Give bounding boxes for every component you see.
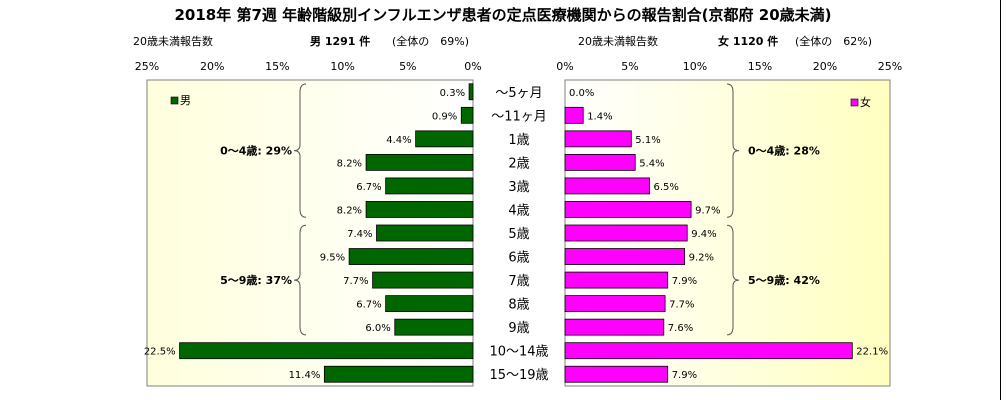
male-axis-tick-label: 25% — [135, 60, 159, 73]
male-bar — [394, 318, 474, 336]
female-value-label: 9.2% — [689, 253, 714, 264]
female-axis-tick-label: 15% — [748, 60, 772, 73]
female-count: 女 1120 件 — [718, 35, 779, 48]
female-value-label: 7.6% — [668, 323, 693, 334]
category-label: 7歳 — [508, 274, 529, 289]
female-group-label: 5〜9歳: 42% — [748, 273, 820, 287]
male-bar — [348, 248, 474, 265]
category-label: 1歳 — [508, 133, 529, 148]
male-value-label: 7.7% — [343, 276, 368, 287]
male-legend-swatch — [170, 96, 179, 105]
category-label: 3歳 — [508, 180, 529, 195]
female-legend-swatch — [850, 98, 859, 107]
male-axis-tick-label: 10% — [330, 60, 354, 73]
male-axis-tick-label: 15% — [265, 60, 289, 73]
male-value-label: 7.4% — [347, 229, 372, 240]
male-bar — [365, 153, 474, 171]
frame-border — [1000, 0, 1001, 400]
male-axis-tick-label: 20% — [200, 60, 224, 73]
female-value-label: 6.5% — [654, 182, 679, 193]
male-value-label: 0.3% — [440, 88, 465, 99]
male-value-label: 6.0% — [365, 323, 390, 334]
male-caption: 20歳未満報告数 — [133, 35, 213, 48]
male-value-label: 11.4% — [289, 370, 321, 381]
female-bar — [564, 295, 666, 313]
male-group-bracket — [293, 83, 307, 218]
male-bar — [385, 177, 474, 195]
female-bar — [564, 271, 669, 289]
female-legend-label: 女 — [860, 95, 871, 109]
male-value-label: 22.5% — [144, 347, 176, 358]
female-axis-tick-label: 0% — [556, 60, 573, 73]
female-bar — [564, 106, 584, 124]
male-bar — [179, 342, 474, 360]
male-bar — [415, 130, 474, 148]
female-group-label: 0〜4歳: 28% — [748, 144, 820, 158]
female-bar — [564, 365, 669, 383]
category-label: 15〜19歳 — [489, 368, 548, 383]
male-value-label: 4.4% — [386, 135, 411, 146]
female-group-bracket — [726, 83, 740, 218]
male-axis-tick-label: 5% — [399, 60, 416, 73]
male-bar — [372, 271, 474, 289]
female-axis-tick-label: 10% — [683, 60, 707, 73]
female-value-label: 1.4% — [587, 111, 612, 122]
female-share: (全体の 62%) — [795, 35, 873, 48]
male-value-label: 9.5% — [320, 253, 345, 264]
category-label: 10〜14歳 — [489, 345, 548, 360]
female-value-label: 7.9% — [672, 276, 697, 287]
female-bar — [564, 130, 632, 148]
male-bar — [460, 106, 474, 124]
male-bar — [376, 224, 474, 242]
female-value-label: 5.4% — [639, 158, 664, 169]
male-group-label: 0〜4歳: 29% — [220, 144, 292, 158]
female-bar — [564, 248, 685, 265]
male-count: 男 1291 件 — [310, 35, 371, 48]
female-value-label: 9.7% — [695, 205, 720, 216]
category-label: 9歳 — [508, 321, 529, 336]
male-bar — [323, 365, 474, 383]
category-label: 〜11ヶ月 — [491, 109, 547, 124]
female-bar — [564, 177, 650, 195]
female-value-label: 7.7% — [669, 300, 694, 311]
female-bar — [564, 224, 688, 242]
male-bar — [468, 83, 474, 101]
male-share: (全体の 69%) — [392, 35, 470, 48]
female-value-label: 22.1% — [856, 347, 888, 358]
female-group-bracket — [726, 224, 740, 336]
category-label: 8歳 — [508, 298, 529, 313]
female-value-label: 5.1% — [635, 135, 660, 146]
male-value-label: 6.7% — [356, 182, 381, 193]
male-bar — [385, 295, 474, 313]
category-label: 2歳 — [508, 156, 529, 171]
female-axis-tick-label: 25% — [878, 60, 902, 73]
female-bar — [564, 342, 853, 360]
male-bar — [365, 201, 474, 218]
male-value-label: 8.2% — [337, 205, 362, 216]
category-label: 5歳 — [508, 227, 529, 242]
male-group-label: 5〜9歳: 37% — [220, 273, 292, 287]
female-axis-tick-label: 5% — [621, 60, 638, 73]
female-value-label: 9.4% — [691, 229, 716, 240]
male-value-label: 6.7% — [356, 300, 381, 311]
male-value-label: 8.2% — [337, 158, 362, 169]
female-value-label: 7.9% — [672, 370, 697, 381]
female-bar — [564, 201, 692, 218]
male-legend-label: 男 — [180, 94, 191, 107]
category-label: 6歳 — [508, 251, 529, 266]
female-value-label: 0.0% — [569, 88, 594, 99]
female-bar — [564, 318, 665, 336]
female-caption: 20歳未満報告数 — [578, 35, 658, 48]
chart-title: 2018年 第7週 年齢階級別インフルエンザ患者の定点医療機関からの報告割合(京… — [174, 6, 832, 24]
male-value-label: 0.9% — [432, 111, 457, 122]
female-axis-tick-label: 20% — [813, 60, 837, 73]
category-label: 4歳 — [508, 203, 529, 218]
female-bar — [564, 153, 636, 171]
male-axis-tick-label: 0% — [464, 60, 481, 73]
category-label: 〜5ヶ月 — [495, 86, 542, 101]
male-group-bracket — [293, 224, 307, 336]
